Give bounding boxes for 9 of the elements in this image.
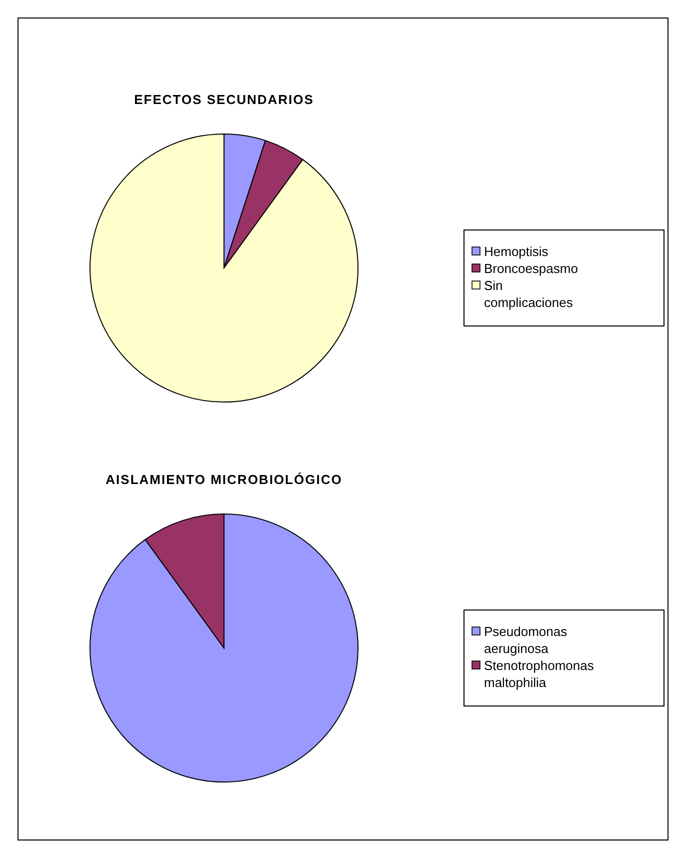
chart-title: AISLAMIENTO MICROBIOLÓGICO [106, 472, 342, 487]
pie-slice [90, 134, 358, 402]
legend-label: Stenotrophomonas maltophilia [484, 658, 594, 690]
chart-title: EFECTOS SECUNDARIOS [134, 92, 314, 107]
legend-label: Broncoespasmo [484, 261, 578, 276]
legend-label: Pseudomonas aeruginosa [484, 624, 568, 656]
legend-label: Sin complicaciones [484, 278, 574, 310]
pie-slice [90, 514, 358, 782]
legend-label: Hemoptisis [484, 244, 549, 259]
